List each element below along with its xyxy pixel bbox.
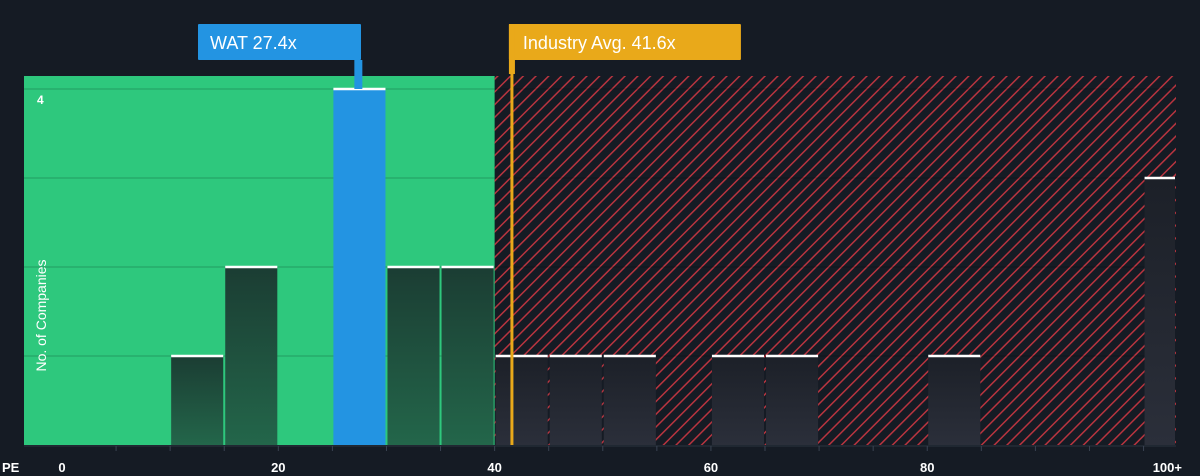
histogram-bar — [333, 89, 386, 445]
y-tick-label: 4 — [37, 93, 44, 107]
industry-avg-callout-pointer — [508, 24, 515, 74]
histogram-bar — [766, 356, 819, 445]
x-tick-label: 40 — [487, 460, 501, 475]
x-tick-label: 0 — [58, 460, 65, 475]
histogram-bar — [171, 356, 224, 445]
x-axis-title: PE — [2, 460, 20, 475]
x-tick-label: 100+ — [1153, 460, 1183, 475]
x-tick-label: 60 — [704, 460, 718, 475]
industry-avg-label: Industry Avg. 41.6x — [523, 33, 676, 53]
x-tick-label: 80 — [920, 460, 934, 475]
histogram-bar — [711, 356, 765, 445]
company-callout-pointer — [354, 60, 363, 89]
histogram-bar — [495, 356, 548, 445]
y-axis-title: No. of Companies — [33, 259, 49, 371]
industry-avg-callout-box — [508, 24, 741, 60]
histogram-bar — [549, 356, 602, 445]
histogram-bar — [387, 267, 440, 445]
company-pe-label: WAT 27.4x — [210, 33, 297, 53]
histogram-bar — [603, 356, 656, 445]
histogram-bar — [225, 267, 278, 445]
company-callout-box — [198, 24, 361, 60]
histogram-bar — [928, 356, 981, 445]
histogram-bar — [441, 267, 494, 445]
x-tick-label: 20 — [271, 460, 285, 475]
histogram-bar — [1144, 178, 1175, 445]
